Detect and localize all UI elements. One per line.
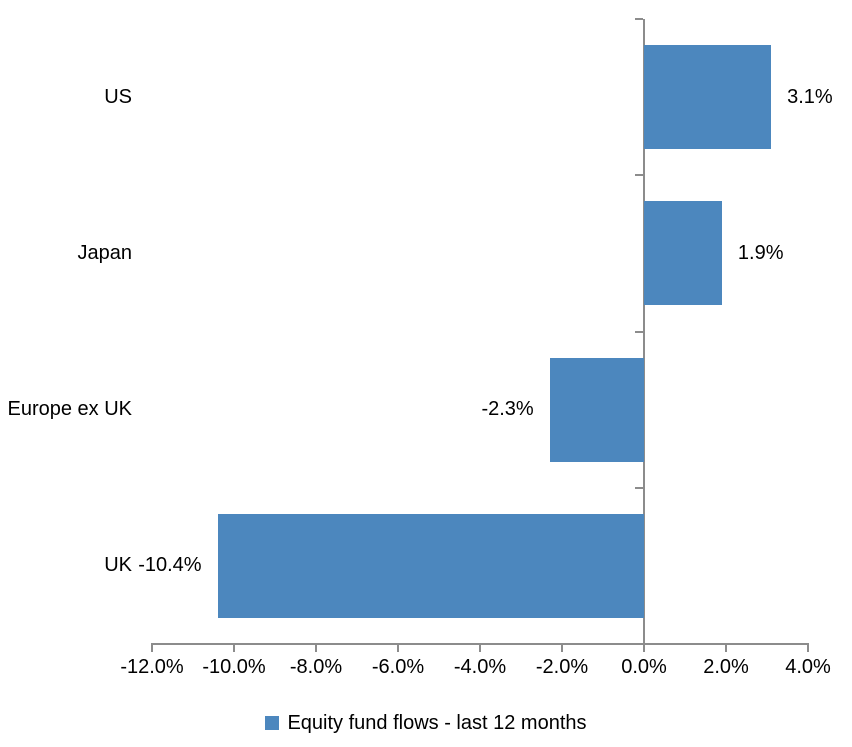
- category-axis-tick: [635, 18, 643, 20]
- bar-value-label: 1.9%: [737, 241, 784, 264]
- x-axis-tick-label: 2.0%: [703, 656, 749, 678]
- zero-axis-line: [643, 19, 645, 652]
- x-axis-tick-label: 4.0%: [785, 656, 831, 678]
- category-label: Japan: [77, 241, 133, 264]
- x-axis-tick-label: -2.0%: [535, 656, 589, 678]
- x-axis-tick-label: -6.0%: [371, 656, 425, 678]
- x-axis-tick: [725, 644, 727, 652]
- bar-value-label: -2.3%: [481, 398, 534, 421]
- category-axis-tick: [635, 643, 643, 645]
- x-axis-tick: [151, 644, 153, 652]
- category-axis-tick: [635, 330, 643, 333]
- x-axis-tick-label: 0.0%: [621, 656, 667, 678]
- bar: [217, 513, 644, 618]
- category-label: US: [104, 85, 132, 108]
- x-axis-tick-label: -12.0%: [120, 656, 184, 678]
- category-label: Europe ex UK: [7, 398, 132, 421]
- bar-value-label: -10.4%: [138, 554, 202, 577]
- bar: [549, 357, 644, 462]
- x-axis-tick: [561, 644, 563, 652]
- x-axis-tick-label: -10.0%: [202, 656, 266, 678]
- x-axis-tick: [233, 644, 235, 652]
- legend-swatch: [265, 716, 280, 730]
- bar-value-label: 3.1%: [787, 85, 833, 108]
- category-axis-tick: [635, 486, 643, 489]
- x-axis-tick-label: -8.0%: [289, 656, 343, 678]
- x-axis-tick: [643, 644, 645, 652]
- legend: Equity fund flows - last 12 months: [0, 708, 852, 738]
- x-axis-tick: [807, 644, 809, 652]
- x-axis-tick: [397, 644, 399, 652]
- x-axis-tick: [315, 644, 317, 652]
- x-axis-tick: [479, 644, 481, 652]
- bar: [644, 201, 722, 306]
- category-axis-tick: [635, 174, 643, 177]
- x-axis-tick-label: -4.0%: [453, 656, 507, 678]
- legend-label: Equity fund flows - last 12 months: [287, 711, 587, 734]
- category-label: UK: [104, 554, 132, 577]
- bar: [644, 45, 772, 150]
